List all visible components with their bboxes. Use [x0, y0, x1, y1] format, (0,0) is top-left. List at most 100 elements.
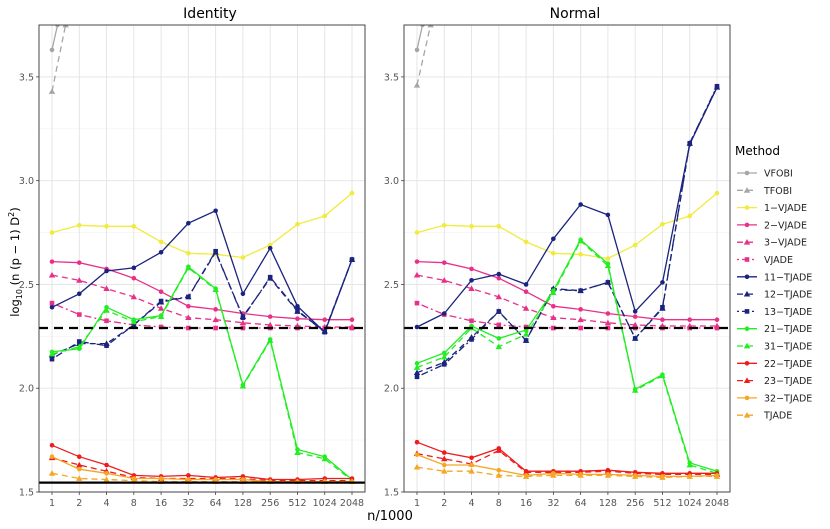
data-point-21-tjade	[496, 336, 502, 341]
legend-label: 31−TJADE	[764, 342, 812, 353]
data-point-3-vjade	[130, 293, 138, 300]
legend-label: 3−VJADE	[764, 238, 807, 249]
x-axis-label: n/1000	[367, 509, 413, 524]
panel-border	[403, 24, 731, 493]
series-line-12-tjade	[51, 250, 353, 356]
data-point-1-vjade	[496, 224, 502, 229]
legend-marker	[744, 326, 750, 332]
data-point-2-vjade	[469, 266, 474, 272]
series-line-2-vjade	[51, 260, 352, 321]
data-point-11-tjade	[76, 291, 82, 297]
data-point-13-tjade	[49, 356, 55, 362]
x-tick-label: 256	[261, 498, 279, 509]
data-point-vfobi	[55, 25, 60, 28]
data-point-tjade	[468, 468, 475, 474]
x-tick-label: 1	[49, 498, 55, 509]
series-line-vjade	[416, 302, 717, 329]
legend-label: 32−TJADE	[764, 393, 812, 404]
legend-marker	[743, 290, 751, 297]
data-point-31-tjade	[48, 350, 56, 357]
data-point-tjade	[713, 473, 721, 479]
series-line-23-tjade	[416, 449, 717, 476]
data-point-31-tjade	[157, 313, 165, 320]
data-point-11-tjade	[605, 212, 611, 218]
data-point-22-tjade	[441, 450, 447, 455]
data-point-tjade	[413, 463, 421, 470]
data-point-1-vjade	[714, 190, 720, 196]
legend-item-22-tjade: 22−TJADE	[737, 359, 812, 370]
data-point-3-vjade	[604, 319, 612, 326]
data-point-32-tjade	[496, 467, 502, 473]
data-point-3-vjade	[185, 314, 192, 321]
data-point-32-tjade	[76, 466, 82, 472]
series-line-13-tjade	[416, 85, 718, 378]
data-point-2-vjade	[496, 275, 502, 281]
data-point-tjade	[495, 472, 503, 478]
data-point-11-tjade	[186, 220, 191, 226]
series-line-1-vjade	[416, 192, 718, 260]
legend-label: 11−TJADE	[764, 272, 812, 283]
data-point-vfobi	[420, 25, 425, 28]
x-tick-label: 1024	[678, 498, 702, 509]
legend-marker	[744, 257, 750, 262]
series-line-11-tjade	[416, 87, 718, 328]
data-point-31-tjade	[294, 449, 301, 455]
data-point-3-vjade	[441, 277, 448, 283]
series-line-21-tjade	[51, 265, 353, 480]
data-point-11-tjade	[240, 291, 246, 297]
data-point-vjade	[414, 300, 420, 306]
data-point-tjade	[577, 472, 584, 478]
legend-marker	[743, 377, 751, 383]
legend-item-23-tjade: 23−TJADE	[737, 376, 812, 387]
data-point-11-tjade	[213, 208, 218, 214]
data-point-1-vjade	[660, 221, 665, 227]
data-point-23-tjade	[522, 469, 530, 475]
data-point-vjade	[551, 325, 556, 331]
data-point-31-tjade	[212, 286, 219, 293]
legend-label: 23−TJADE	[764, 376, 812, 387]
legend-item-21-tjade: 21−TJADE	[737, 324, 812, 335]
y-axis-label-rest: (n (p − 1) D	[8, 217, 22, 289]
legend-marker	[743, 342, 751, 349]
series-line-31-tjade	[51, 266, 353, 482]
data-point-2-vjade	[213, 307, 218, 312]
x-tick-label: 8	[131, 498, 137, 509]
data-point-31-tjade	[631, 387, 639, 393]
data-point-tfobi	[413, 81, 421, 88]
data-point-3-vjade	[239, 319, 247, 326]
x-tick-label: 8	[496, 498, 502, 509]
legend-marker	[743, 239, 751, 245]
data-point-13-tjade	[523, 338, 529, 343]
data-point-13-tjade	[605, 280, 611, 285]
legend-marker	[744, 309, 750, 314]
data-point-31-tjade	[441, 353, 448, 360]
data-point-3-vjade	[103, 285, 110, 291]
x-tick-label: 512	[288, 498, 306, 509]
data-point-31-tjade	[604, 262, 612, 269]
panel-border	[38, 24, 366, 493]
legend-marker	[744, 274, 750, 280]
data-point-1-vjade	[632, 242, 638, 248]
data-point-1-vjade	[49, 230, 55, 235]
data-point-2-vjade	[322, 317, 328, 323]
panel-normal: 1.5 2.0 2.5 3.0 3.5 1 2 4 8 16 32 64 128 256 512 1024 20…	[384, 24, 731, 509]
data-point-tjade	[686, 473, 693, 479]
data-point-13-tjade	[578, 288, 583, 293]
series-line-tjade	[51, 472, 352, 483]
legend-marker	[744, 205, 750, 210]
data-point-11-tjade	[551, 236, 556, 242]
data-point-23-tjade	[441, 455, 448, 462]
x-tick-label: 4	[469, 498, 475, 509]
data-point-vjade	[496, 322, 502, 328]
x-tick-label: 4	[104, 498, 110, 509]
legend-marker	[743, 412, 751, 418]
data-point-11-tjade	[267, 245, 273, 251]
series-line-23-tjade	[51, 457, 352, 482]
data-point-32-tjade	[104, 471, 109, 476]
data-point-13-tjade	[349, 257, 355, 262]
legend-item-31-tjade: 31−TJADE	[737, 342, 812, 353]
data-point-1-vjade	[349, 190, 355, 196]
data-point-1-vjade	[441, 222, 447, 228]
x-tick-label: 512	[653, 498, 671, 509]
data-point-13-tjade	[414, 374, 420, 380]
